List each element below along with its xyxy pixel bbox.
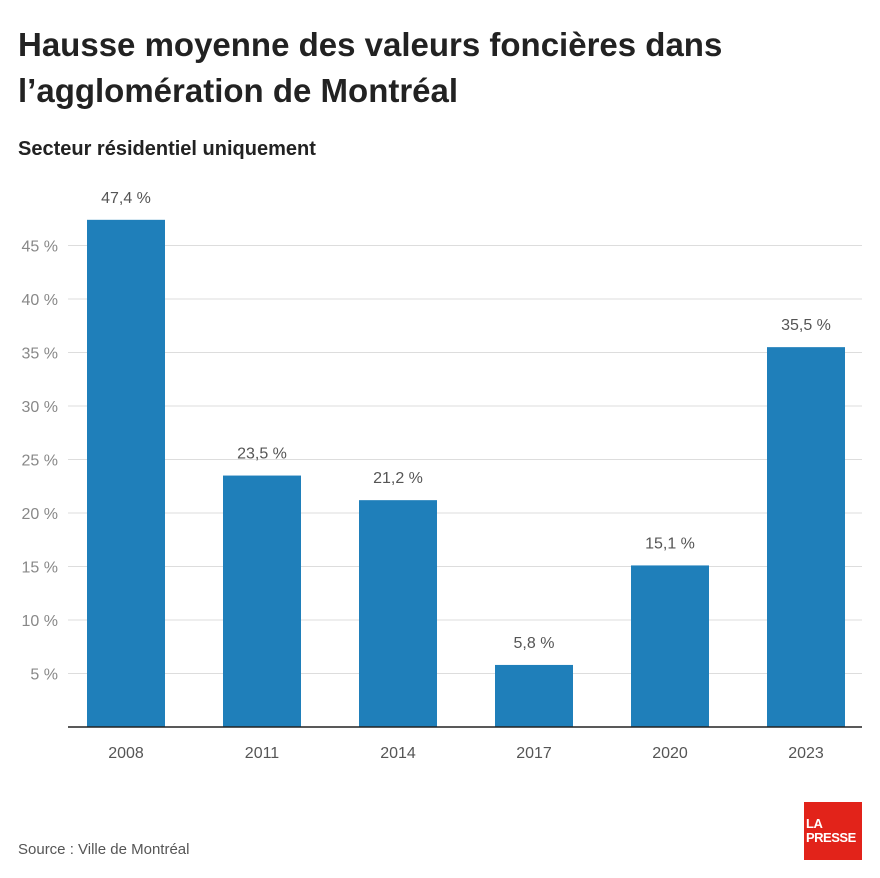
bar: [223, 475, 301, 727]
x-tick-label: 2008: [108, 745, 144, 762]
y-tick-label: 45 %: [22, 239, 58, 256]
y-tick-label: 25 %: [22, 453, 58, 470]
data-labels: 47,4 % 23,5 % 21,2 % 5,8 % 15,1 % 35,5 %: [101, 190, 831, 652]
y-tick-label: 30 %: [22, 399, 58, 416]
y-tick-label: 40 %: [22, 292, 58, 309]
chart-title: Hausse moyenne des valeurs foncières dan…: [18, 26, 723, 109]
bar: [495, 664, 573, 727]
bar: [631, 565, 709, 727]
logo-line-2: PRESSE: [806, 830, 856, 845]
data-label: 15,1 %: [645, 535, 695, 552]
bars: [87, 219, 845, 727]
y-tick-label: 20 %: [22, 506, 58, 523]
data-label: 47,4 %: [101, 190, 151, 207]
x-axis-ticks: 2008 2011 2014 2017 2020 2023: [108, 745, 824, 762]
y-tick-label: 15 %: [22, 560, 58, 577]
gridlines: [68, 245, 862, 674]
x-tick-label: 2023: [788, 745, 824, 762]
x-tick-label: 2020: [652, 745, 688, 762]
chart-subtitle: Secteur résidentiel uniquement: [18, 138, 316, 160]
y-tick-label: 10 %: [22, 613, 58, 630]
data-label: 5,8 %: [514, 635, 555, 652]
data-label: 23,5 %: [237, 446, 287, 463]
logo-line-1: LA: [806, 816, 823, 831]
y-tick-label: 35 %: [22, 346, 58, 363]
x-tick-label: 2014: [380, 745, 416, 762]
y-tick-label: 5 %: [30, 667, 58, 684]
y-axis-ticks: 5 % 10 % 15 % 20 % 25 % 30 % 35 % 40 % 45 %: [22, 239, 58, 684]
data-label: 35,5 %: [781, 317, 831, 334]
x-tick-label: 2017: [516, 745, 552, 762]
bar: [359, 500, 437, 727]
bar: [767, 347, 845, 727]
la-presse-logo: LA PRESSE: [804, 802, 862, 860]
data-label: 21,2 %: [373, 470, 423, 487]
source-note: Source : Ville de Montréal: [18, 841, 190, 858]
x-tick-label: 2011: [245, 745, 280, 762]
bar: [87, 219, 165, 727]
